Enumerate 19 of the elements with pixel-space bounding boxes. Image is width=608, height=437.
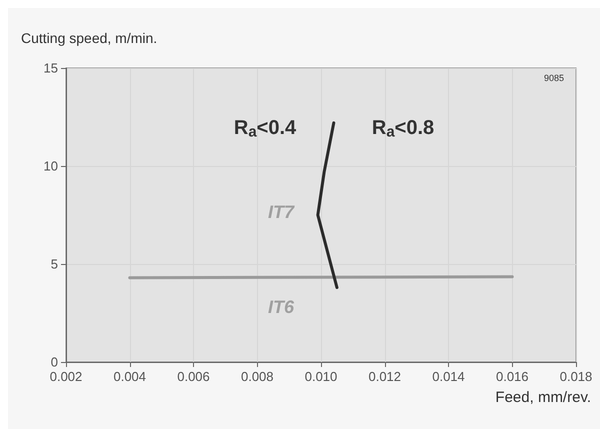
y-tick-label: 15 [44,60,58,76]
x-tick-label: 0.008 [240,369,274,384]
x-tick-label: 0.016 [496,369,529,384]
x-tick-label: 0.006 [177,369,210,384]
annotation: 9085 [544,73,564,83]
x-tick-label: 0.014 [432,369,465,384]
x-tick-label: 0.010 [304,369,338,384]
line-series [316,121,338,290]
y-axis-title: Cutting speed, m/min. [21,30,158,46]
x-tick-label: 0.018 [560,369,592,384]
x-tick-label: 0.004 [113,369,146,384]
x-tick-label: 0.002 [50,369,82,384]
annotation: IT6 [268,297,295,317]
x-tick-label: 0.012 [368,369,402,384]
annotation: IT7 [268,202,295,222]
y-tick-label: 10 [44,158,58,174]
y-tick-label: 0 [50,354,58,370]
x-axis-title: Feed, mm/rev. [495,389,591,406]
y-tick-label: 5 [50,256,58,272]
